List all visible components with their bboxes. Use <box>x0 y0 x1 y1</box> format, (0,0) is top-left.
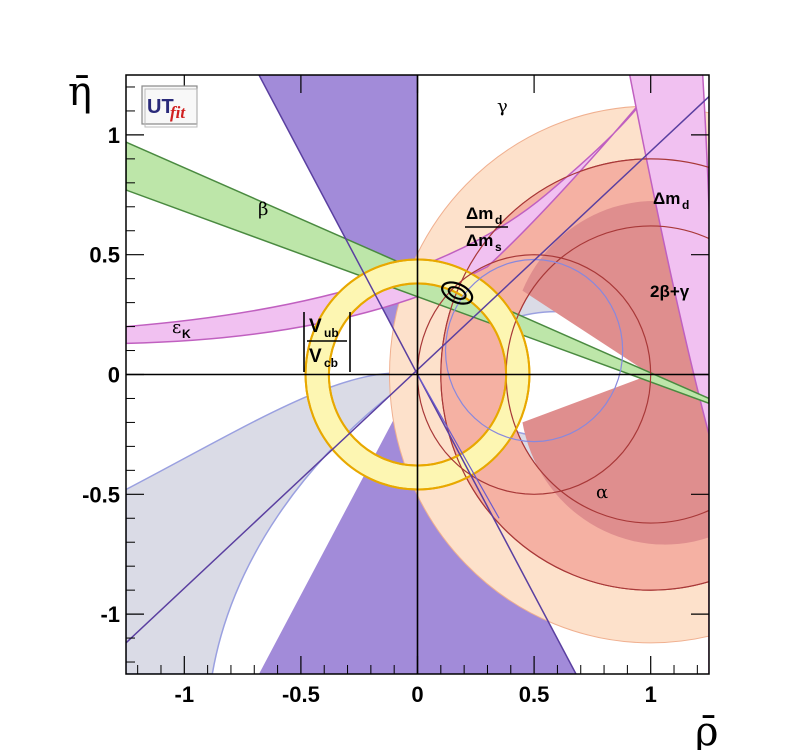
dmd-ratio-arc <box>416 254 652 375</box>
alpha-guide-circle <box>444 258 624 443</box>
x-tick-label: 0 <box>411 682 423 707</box>
alpha-label: α <box>596 482 608 503</box>
epsilon-k-band-right <box>628 75 709 674</box>
best-fit-contour-outer <box>441 281 474 305</box>
dmd-ratio-arc-lower <box>416 374 652 495</box>
beta-label: β <box>258 199 268 220</box>
best-fit-contour-inner <box>447 286 467 300</box>
y-tick-label: 0.5 <box>89 243 120 268</box>
x-tick-label: -0.5 <box>282 682 320 707</box>
vcb-denominator: V <box>309 346 322 367</box>
y-tick-label: 1 <box>108 123 120 148</box>
dmd-ratio-numerator-subscript: d <box>495 213 502 227</box>
epsilon-k-label: ε <box>172 317 181 338</box>
utfit-logo-box <box>141 85 198 125</box>
two-beta-gamma-label: 2β+γ <box>650 282 690 301</box>
y-axis-title: η̄ <box>68 69 92 115</box>
dmd-ratio-denominator-subscript: s <box>495 240 502 254</box>
vcb-denominator-subscript: cb <box>324 356 338 370</box>
constraint-regions <box>126 75 709 674</box>
utfit-logo-shadow <box>144 88 198 128</box>
utfit-logo-ut: UT <box>147 96 174 118</box>
two-beta-gamma-upper <box>522 200 709 375</box>
gamma-region-lower-left <box>259 374 418 674</box>
dmd-ratio-denominator: Δm <box>466 231 493 250</box>
x-tick-label: -1 <box>175 682 195 707</box>
alpha-guide-line <box>416 374 500 519</box>
gamma-label: γ <box>497 96 508 117</box>
y-tick-label: -1 <box>100 602 120 627</box>
gamma-guide-line-2 <box>258 75 419 375</box>
vub-numerator-subscript: ub <box>324 326 339 340</box>
vub-numerator: V <box>309 316 322 337</box>
utfit-logo-fit: fit <box>170 103 186 122</box>
x-tick-label: 0.5 <box>519 682 550 707</box>
x-tick-label: 1 <box>645 682 657 707</box>
epsilon-k-subscript: K <box>182 327 191 341</box>
dmd-label: Δm <box>653 189 680 208</box>
axis-ticks: -1 -0.5 0 0.5 1 -1 -0.5 0 0.5 1 <box>82 75 709 707</box>
y-tick-label: 0 <box>108 363 120 388</box>
x-axis-title: ρ̄ <box>695 709 719 750</box>
gamma-guide-line-3 <box>416 374 577 674</box>
dmd-label-subscript: d <box>682 198 689 212</box>
y-tick-label: -0.5 <box>82 482 120 507</box>
dmd-ratio-numerator: Δm <box>466 204 493 223</box>
